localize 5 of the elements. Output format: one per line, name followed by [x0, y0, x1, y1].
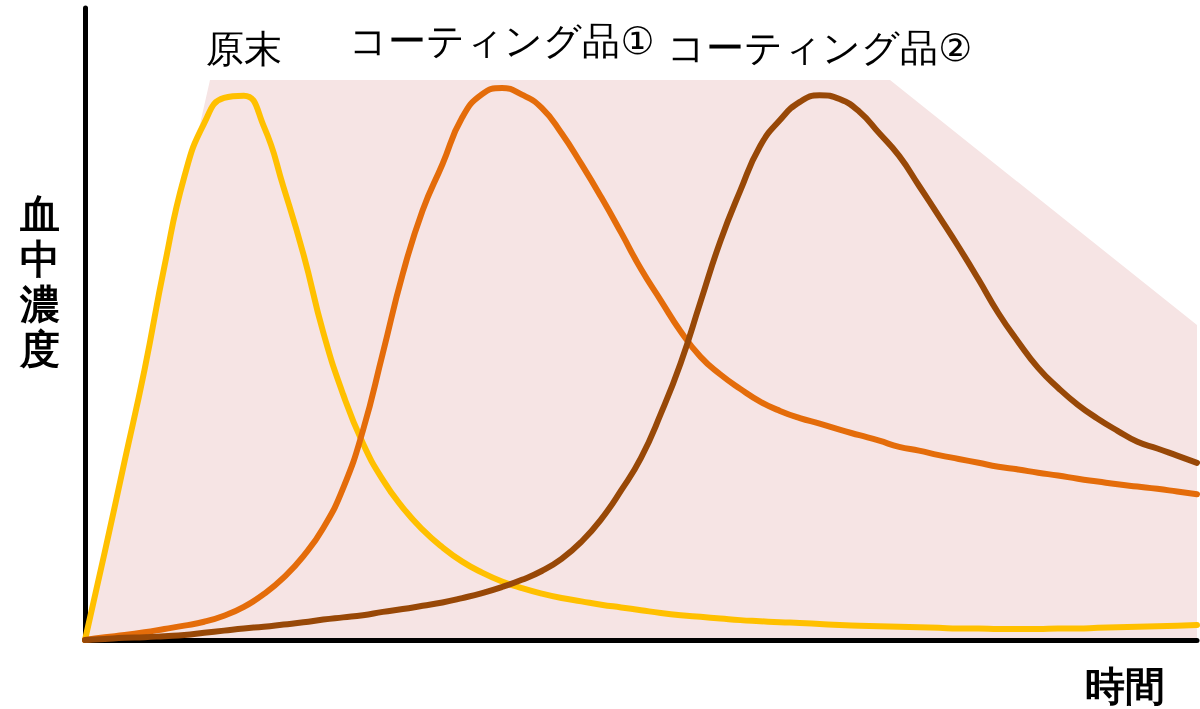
- y-axis-title: 血中濃度: [19, 191, 61, 372]
- series-label: 原末: [205, 26, 282, 71]
- series-label: コーティング品②: [667, 26, 973, 71]
- x-axis-title: 時間: [1085, 663, 1165, 709]
- series-label: コーティング品①: [349, 19, 655, 64]
